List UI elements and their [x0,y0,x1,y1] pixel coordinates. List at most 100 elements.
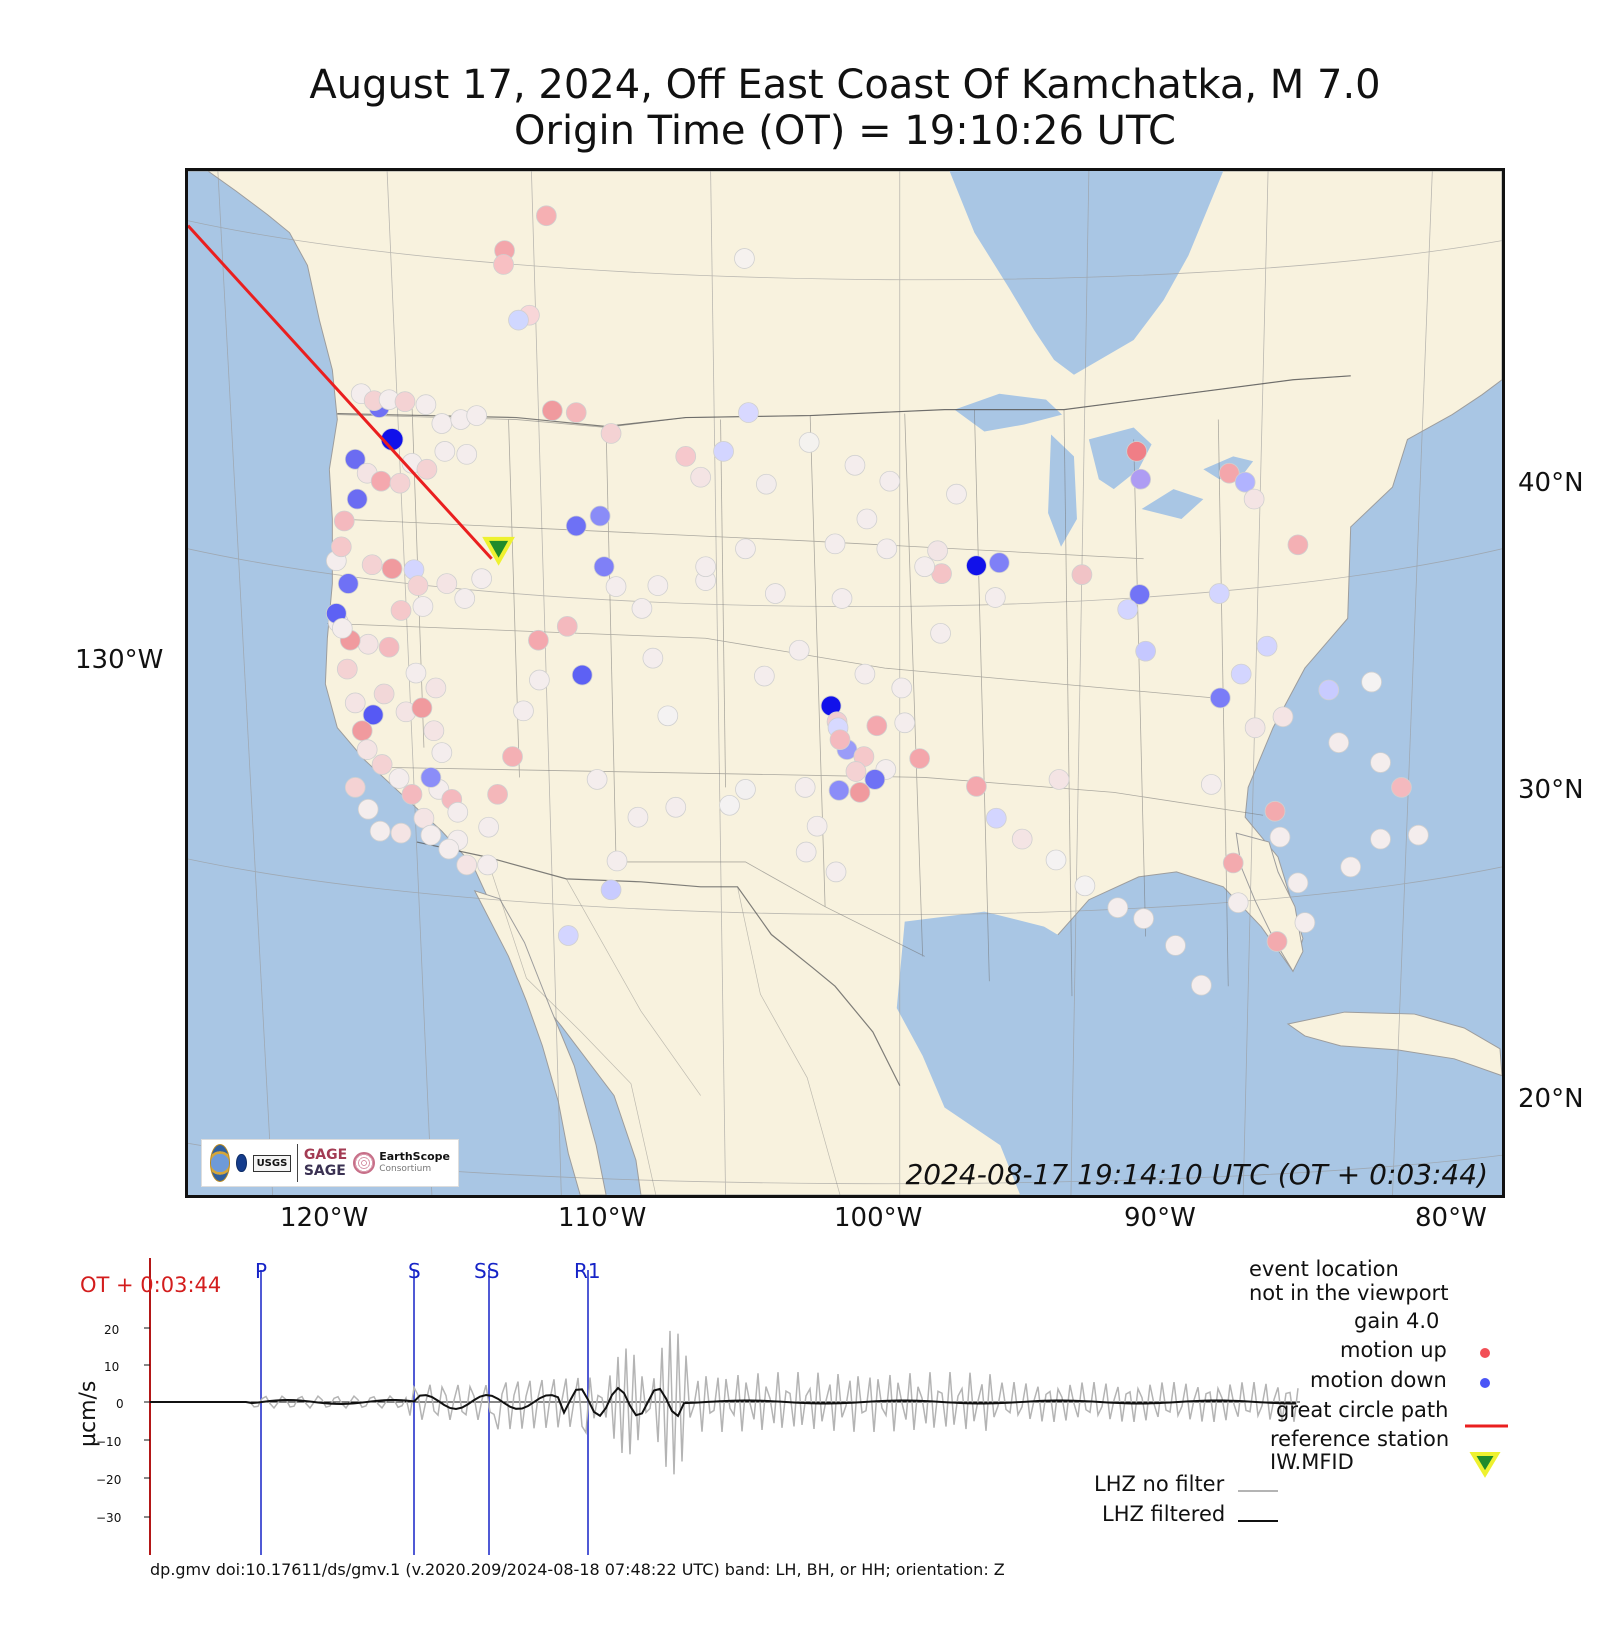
lon-label-120w: 120°W [280,1203,369,1233]
page-title-line-2: Origin Time (OT) = 19:10:26 UTC [514,108,1176,154]
station-marker [565,402,587,423]
station-marker [794,777,816,798]
station-marker [879,470,901,492]
station-marker [434,441,456,462]
station-marker [1191,974,1212,996]
y-tick-neg30: −30 [96,1511,121,1525]
station-marker [529,669,550,691]
legend-event-location-line-1: event location [1249,1257,1399,1281]
hudson-bay-water [874,171,1224,375]
phase-label-p: P [255,1259,267,1283]
station-marker [420,767,442,788]
station-marker [344,448,366,470]
station-marker [946,483,967,505]
graticule-lines [188,171,1502,1195]
legend-motion-down: motion down [1310,1368,1447,1392]
station-marker [411,697,433,719]
station-marker [431,413,453,434]
y-tick-20: 20 [104,1323,119,1337]
station-marker [876,538,898,560]
station-marker [829,729,851,751]
station-marker [344,777,366,798]
station-marker [1107,897,1129,919]
station-marker [487,784,508,805]
station-marker [1071,564,1093,585]
station-marker [425,677,447,699]
station-marker [1048,769,1070,790]
legend-reference-station-line-1: reference station [1270,1427,1450,1451]
station-marker [1266,931,1288,952]
station-marker [1318,679,1340,701]
map-panel: USGS GAGE SAGE EarthScope Consortium 202… [185,168,1505,1198]
legend-great-circle-path: great circle path [1276,1398,1449,1422]
station-marker [754,665,775,687]
station-marker [1340,856,1362,878]
station-marker [1269,826,1291,848]
station-marker [828,780,850,801]
station-marker [966,555,987,577]
phase-label-s: S [408,1259,421,1283]
station-marker [600,423,622,444]
station-marker [513,700,534,722]
station-marker [456,854,478,876]
stations-layer [325,205,1429,996]
legend-reference-station-icon [1469,1452,1501,1478]
station-marker [370,470,392,492]
great-lakes-water [954,393,1254,547]
legend-gain: gain 4.0 [1354,1309,1440,1333]
station-marker [831,588,853,609]
lhz-filtered-trace [150,1386,1297,1418]
station-marker [589,505,611,527]
seismogram-label: OT + 0:03:44 [80,1273,221,1297]
station-marker [466,405,488,426]
station-marker [389,472,411,494]
station-marker [738,402,759,423]
station-marker [1272,706,1294,728]
station-marker [1230,663,1252,685]
nsf-seal [210,1144,231,1182]
station-marker [571,664,593,686]
station-marker [356,739,378,760]
map-time-label: 2024-08-17 19:14:10 UTC (OT + 0:03:44) [905,1158,1488,1191]
station-marker [401,784,423,805]
station-marker [541,400,563,421]
lon-label-90w: 90°W [1124,1203,1196,1233]
station-marker [1408,824,1429,846]
station-marker [930,622,951,644]
station-marker [605,576,627,597]
consortium-text: Consortium [379,1164,432,1174]
gulf-of-mexico-water [896,911,1502,1195]
station-marker [985,807,1007,829]
station-marker [798,432,820,453]
station-marker [824,533,846,555]
station-marker [1200,774,1222,795]
station-marker [447,801,469,823]
earthscope-mark [353,1152,376,1174]
earthscope-text-group: EarthScope Consortium [379,1151,450,1175]
station-marker [331,617,353,639]
station-marker [1074,875,1096,897]
station-marker [788,639,810,661]
station-marker [502,746,523,767]
station-marker [456,444,478,465]
station-marker [927,540,948,562]
station-marker [665,796,687,818]
station-marker [493,254,514,275]
station-marker [1126,441,1148,462]
station-marker [477,854,498,876]
station-marker [405,662,427,684]
station-marker [735,779,756,800]
sage-text: SAGE [303,1163,346,1179]
earthscope-logo: EarthScope Consortium [353,1151,450,1175]
station-marker [1130,468,1152,490]
gage-sage-logo: GAGE SAGE [304,1147,347,1179]
earthscope-text: EarthScope [379,1150,450,1163]
station-marker [891,677,913,699]
station-marker [1045,849,1067,871]
country-boundaries [337,375,1351,1086]
legend-event-location-line-2: not in the viewport [1249,1281,1449,1305]
station-marker [420,824,442,846]
reference-station-marker [482,536,515,566]
mexico-internal-lines [486,856,841,1195]
station-marker [593,556,615,578]
